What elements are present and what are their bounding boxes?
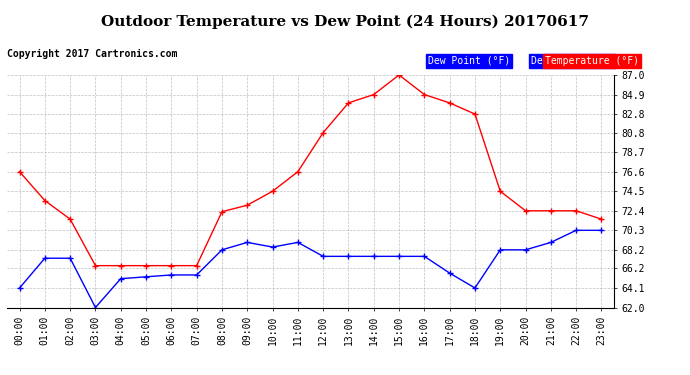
- Text: Dew Point (°F): Dew Point (°F): [428, 56, 510, 66]
- Text: Temperature (°F): Temperature (°F): [545, 56, 639, 66]
- Text: Copyright 2017 Cartronics.com: Copyright 2017 Cartronics.com: [7, 49, 177, 59]
- Text: Outdoor Temperature vs Dew Point (24 Hours) 20170617: Outdoor Temperature vs Dew Point (24 Hou…: [101, 15, 589, 29]
- Text: Dew Point (°F): Dew Point (°F): [531, 56, 613, 66]
